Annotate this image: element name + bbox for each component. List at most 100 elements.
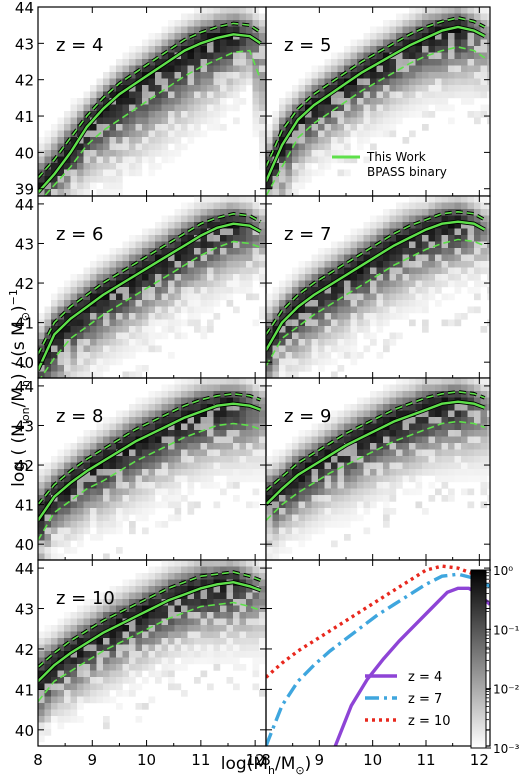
panel-1: z = 4 39 40 41 42 43 44 <box>15 0 267 199</box>
colorbar-tick-label: 10⁻² <box>493 683 520 697</box>
y-tick-label: 44 <box>15 378 34 396</box>
panel-1-lower-line <box>43 49 262 196</box>
series-line-z-10 <box>266 564 490 679</box>
panel-8-plot-area <box>266 564 490 746</box>
colorbar-tick-label: 10⁻¹ <box>493 623 520 637</box>
x-tick-label: 10 <box>137 751 156 769</box>
legend-label-2: z = 10 <box>408 714 451 729</box>
panel-5-plot-area <box>38 378 266 560</box>
y-tick-label: 43 <box>15 417 34 435</box>
panel-2-lower-line <box>266 46 486 196</box>
y-tick-label: 42 <box>15 641 34 659</box>
panel-6-upper-line <box>266 390 485 492</box>
panel-4-ticks <box>265 196 490 378</box>
panel-2-label: z = 5 <box>284 35 331 56</box>
x-axis-label: log(Mh/M⊙) <box>221 754 311 777</box>
colorbar-gradient <box>470 569 487 749</box>
panel-3-histogram <box>38 196 266 378</box>
y-tick-label: 40 <box>15 144 34 162</box>
panel-8-legend: z = 4 z = 7 z = 10 <box>365 670 451 729</box>
panel-1-upper-line <box>38 22 262 179</box>
legend-label-line1: This Work <box>366 150 426 164</box>
y-tick-label: 40 <box>15 354 34 372</box>
panel-8-frame <box>265 559 491 747</box>
panel-4-median-line <box>266 220 486 351</box>
y-tick-label: 42 <box>15 457 34 475</box>
legend-label-line2: BPASS binary <box>367 165 447 179</box>
series-line-z-4 <box>333 586 490 746</box>
panel-2-upper-line <box>266 17 486 168</box>
y-tick-label: 41 <box>15 108 34 126</box>
panel-5-histogram <box>38 378 266 560</box>
panel-5: z = 8 40 41 42 43 44 <box>15 377 267 561</box>
panel-1-median-line <box>38 33 262 194</box>
panel-5-median-line <box>38 402 262 522</box>
panel-8: z = 4 z = 7 z = 10 8 9 10 11 12 <box>261 559 491 769</box>
panel-5-label: z = 8 <box>56 406 103 427</box>
y-tick-label: 42 <box>15 275 34 293</box>
panel-3-ticks: 40 41 42 43 44 <box>15 196 266 378</box>
x-tick-label: 8 <box>33 751 43 769</box>
panel-5-lower-line <box>38 422 261 541</box>
legend-label-1: z = 7 <box>408 692 442 707</box>
panel-6-label: z = 9 <box>284 406 331 427</box>
y-tick-label: 43 <box>15 601 34 619</box>
panel-4: z = 7 <box>265 195 491 379</box>
y-tick-label: 43 <box>15 235 34 253</box>
y-tick-label: 39 <box>15 181 34 199</box>
y-tick-label: 41 <box>15 497 34 515</box>
panel-7-upper-line <box>38 571 261 668</box>
panel-4-label: z = 7 <box>284 224 331 245</box>
y-tick-label: 44 <box>15 0 34 17</box>
panel-4-lower-line <box>266 238 485 367</box>
panel-7-histogram <box>38 560 266 743</box>
panel-2-median-line <box>266 25 486 182</box>
y-tick-label: 40 <box>15 722 34 740</box>
x-tick-label: 10 <box>363 751 382 769</box>
panel-2-ticks <box>265 6 490 196</box>
panel-3-lower-line <box>39 240 261 378</box>
panel-5-upper-line <box>38 392 261 506</box>
panel-3-median-line <box>38 222 262 371</box>
panel-7-ticks: 40 41 42 43 44 8 9 10 11 12 <box>15 560 266 769</box>
panel-6-histogram <box>266 378 490 560</box>
panel-2: z = 5 <box>265 6 491 197</box>
panel-1-ticks: 39 40 41 42 43 44 <box>15 0 266 199</box>
panel-4-upper-line <box>266 210 486 335</box>
x-tick-label: 9 <box>315 751 325 769</box>
colorbar-tick-label: 10⁰ <box>493 564 513 578</box>
y-tick-label: 42 <box>15 72 34 90</box>
y-tick-label: 41 <box>15 681 34 699</box>
colorbar-tick-label: 10⁻³ <box>493 742 520 756</box>
panel-6-ticks <box>265 378 490 560</box>
panel-7-lower-line <box>38 601 261 703</box>
colorbar: 10⁰ 10⁻¹ 10⁻² 10⁻³ <box>470 564 520 756</box>
panel-8-ticks: 8 9 10 11 12 <box>261 560 490 769</box>
x-tick-label: 11 <box>416 751 435 769</box>
panel-6-lower-line <box>266 420 485 521</box>
y-tick-label: 43 <box>15 35 34 53</box>
panel-7-label: z = 10 <box>56 588 115 609</box>
panel-3-label: z = 6 <box>56 224 103 245</box>
x-tick-label: 11 <box>191 751 210 769</box>
panel-7-plot-area <box>38 560 266 743</box>
panel-5-ticks: 40 41 42 43 44 <box>15 378 266 560</box>
panel-1-label: z = 4 <box>56 35 103 56</box>
x-tick-label: 12 <box>470 751 489 769</box>
y-tick-label: 44 <box>15 196 34 214</box>
panel-3-upper-line <box>38 212 261 355</box>
panel-4-plot-area <box>266 196 490 378</box>
y-tick-label: 40 <box>15 536 34 554</box>
x-tick-label: 9 <box>88 751 98 769</box>
y-axis-label: log ( (Nion/Mh) / (s M⊙)−1 <box>7 289 32 487</box>
y-tick-label: 44 <box>15 560 34 578</box>
panel-3: z = 6 40 41 42 43 44 <box>15 195 267 379</box>
panel-6: z = 9 <box>265 377 491 561</box>
y-tick-label: 41 <box>15 315 34 333</box>
panel-3-plot-area <box>38 196 266 378</box>
series-line-z-7 <box>266 572 490 746</box>
panel-6-median-line <box>266 400 486 506</box>
